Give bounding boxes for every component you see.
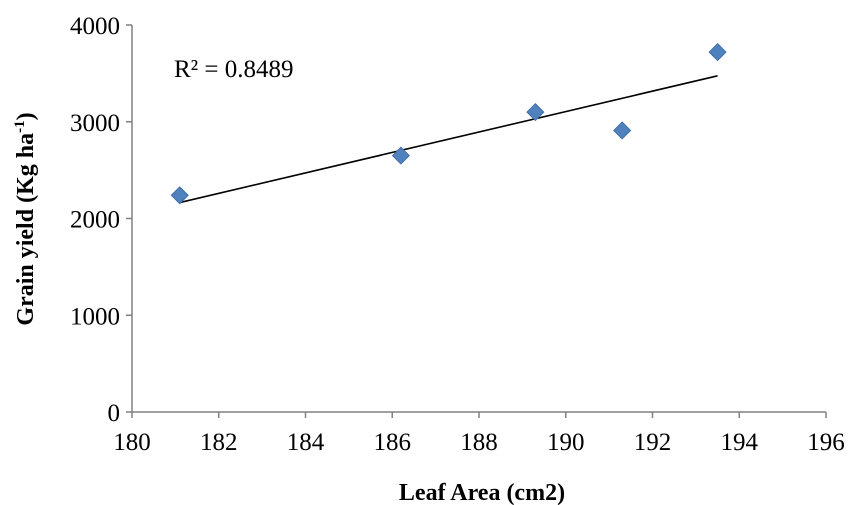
x-tick-label: 182	[200, 429, 238, 456]
data-point	[708, 43, 727, 62]
y-axis-title: Grain yield (Kg ha-1)	[12, 112, 39, 325]
y-axis-ticks: 0 1000 2000 3000 4000	[70, 13, 132, 427]
y-axis-title-superscript: -1	[12, 120, 28, 133]
y-tick-label: 2000	[70, 207, 120, 234]
x-tick-label: 180	[113, 429, 151, 456]
data-point	[526, 103, 545, 122]
x-axis-title: Leaf Area (cm2)	[399, 480, 565, 505]
y-tick-label: 4000	[70, 13, 120, 40]
x-tick-label: 194	[721, 429, 759, 456]
x-tick-label: 192	[634, 429, 672, 456]
x-tick-label: 190	[547, 429, 585, 456]
trendline	[179, 75, 718, 204]
x-axis-ticks: 180 182 184 186 188 190 192 194 196	[113, 412, 845, 456]
data-points	[170, 43, 727, 205]
x-tick-label: 184	[287, 429, 325, 456]
r-squared-annotation: R² = 0.8489	[174, 56, 294, 83]
x-tick-label: 186	[374, 429, 412, 456]
y-axis-title-end: )	[13, 112, 39, 120]
x-tick-label: 188	[460, 429, 498, 456]
data-point	[391, 146, 410, 165]
x-tick-label: 196	[807, 429, 845, 456]
y-tick-label: 3000	[70, 110, 120, 137]
y-tick-label: 0	[108, 400, 121, 427]
y-tick-label: 1000	[70, 303, 120, 330]
data-point	[613, 121, 632, 140]
data-point	[170, 186, 189, 205]
y-axis-title-main: Grain yield (Kg ha	[13, 133, 39, 326]
